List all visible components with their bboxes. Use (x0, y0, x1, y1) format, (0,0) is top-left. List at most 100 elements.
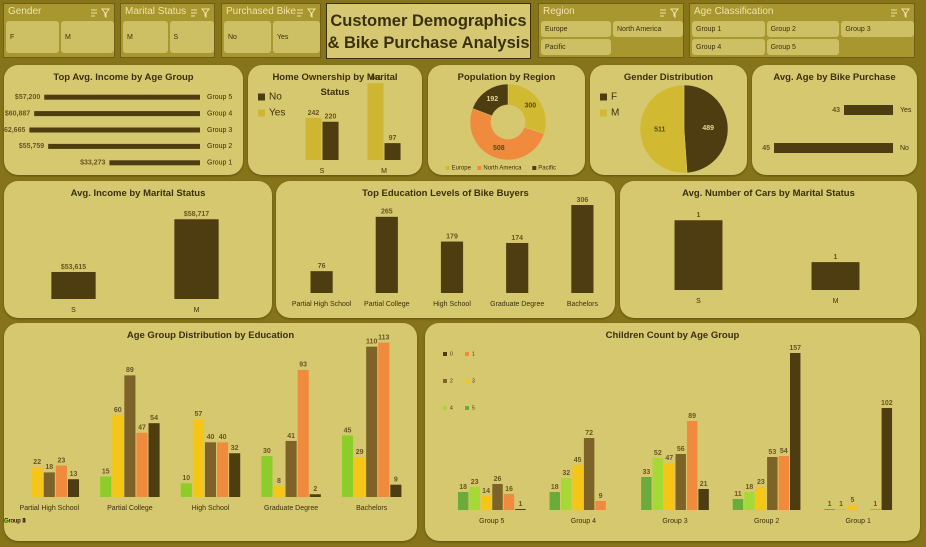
data-label: 113 (378, 334, 389, 341)
chart-panel: 300 508 192 Europe North America Pacific Popul… (428, 65, 585, 175)
data-label: 29 (356, 449, 364, 456)
x-tick-label: M (194, 307, 200, 314)
bar (44, 94, 200, 100)
bar (43, 472, 55, 497)
chart-panel: Group 5 $57,200 Group 4 $60,887 Group 3 $62,6… (4, 65, 243, 175)
data-label: 21 (700, 481, 708, 488)
data-label: 30 (263, 448, 271, 455)
data-label: 14 (482, 488, 490, 495)
data-label: $58,717 (184, 211, 209, 218)
slicer: Purchased Bike No Yes (221, 3, 321, 58)
bar (112, 415, 124, 497)
slicer-icon[interactable] (901, 8, 910, 18)
data-label: 54 (150, 415, 158, 422)
bar (305, 117, 322, 160)
slicer-item[interactable]: Pacific (541, 39, 611, 55)
legend-label: 4 (450, 405, 453, 411)
data-label: $62,665 (4, 127, 25, 134)
bar (378, 342, 390, 497)
data-label: 192 (487, 96, 499, 103)
bar (480, 496, 492, 510)
slicer-icon[interactable] (191, 9, 197, 17)
chart: 300 508 192 Europe North America Pacific (445, 83, 556, 172)
bar (440, 241, 464, 293)
slicer-icon[interactable] (101, 8, 110, 18)
data-label: 300 (524, 103, 536, 110)
x-tick-label: S (696, 298, 701, 305)
slicer-item[interactable]: M (61, 21, 114, 53)
data-label: 45 (762, 145, 770, 152)
chart-title: Avg. Income by Marital Status (70, 188, 206, 199)
slicer-item[interactable]: Group 4 (692, 39, 765, 55)
chart-title: Gender Distribution (623, 72, 714, 83)
bar (29, 127, 201, 133)
bar (561, 478, 572, 510)
slicer-item[interactable]: Group 2 (766, 21, 840, 37)
bar (847, 505, 858, 510)
legend-swatch (443, 379, 447, 383)
bar (109, 160, 200, 166)
slicer-icon[interactable] (297, 9, 303, 17)
slicer-icon[interactable] (91, 9, 97, 17)
slicer-header: Age Classification (694, 6, 774, 17)
data-label: 54 (780, 448, 788, 455)
x-tick-label: S (320, 168, 325, 175)
bar (811, 262, 860, 290)
y-tick-label: Group 5 (207, 94, 232, 101)
data-label: 47 (665, 455, 673, 462)
data-label: $57,200 (15, 94, 40, 101)
slicer: Marital Status M S (120, 3, 215, 58)
legend-swatch (445, 166, 450, 170)
legend-label: 3 (472, 378, 475, 384)
data-label: 41 (287, 433, 295, 440)
x-tick-label: M (833, 298, 839, 305)
data-label: 8 (277, 478, 281, 485)
slicer-item[interactable]: M (123, 21, 168, 53)
chart-title: Children Count by Age Group (605, 330, 740, 341)
x-tick-label: Group 3 (662, 518, 687, 525)
x-tick-label: M (381, 168, 387, 175)
bar (174, 219, 219, 299)
legend-swatch (600, 109, 607, 117)
slicer-icon[interactable] (891, 9, 897, 17)
data-label: 47 (138, 425, 146, 432)
slicer-header: Purchased Bike (226, 6, 297, 17)
slicer-item[interactable]: F (6, 21, 59, 53)
chart-title: Avg. Number of Cars by Marital Status (682, 188, 855, 199)
slicer-icon[interactable] (201, 8, 210, 18)
bar (34, 111, 201, 117)
data-label: 10 (182, 475, 190, 482)
data-label: 22 (33, 459, 41, 466)
bar (354, 457, 366, 497)
slicer-icon[interactable] (307, 8, 316, 18)
slicer-item[interactable]: Europe (541, 21, 611, 37)
slicer-item[interactable]: S (169, 21, 214, 53)
slicer-item[interactable]: Group 5 (766, 39, 840, 55)
x-tick-label: High School (192, 505, 230, 512)
data-label: 57 (195, 411, 203, 418)
data-label: 32 (562, 470, 570, 477)
x-tick-label: Group 4 (571, 518, 596, 525)
legend-label: M (611, 108, 619, 119)
slicer-item[interactable]: Group 1 (692, 21, 765, 37)
slicer-item[interactable]: North America (613, 21, 683, 37)
bar (31, 466, 43, 497)
legend-label: Group 1 (4, 519, 26, 525)
data-label: 40 (207, 434, 215, 441)
slicer-icon[interactable] (660, 9, 666, 17)
data-label: 45 (344, 427, 352, 434)
bar (375, 216, 398, 293)
pie-slice (639, 84, 688, 174)
chart: S 1 M 1 (674, 212, 860, 305)
chart-panel: Partial High School 13 23 18 22 Partial Colle… (4, 323, 417, 541)
x-tick-label: Graduate Degree (264, 505, 318, 512)
slicer-icon[interactable] (670, 8, 679, 18)
slicer-item[interactable]: Group 3 (841, 21, 914, 37)
legend-swatch (532, 166, 537, 170)
slicer-item[interactable]: No (224, 21, 271, 53)
slicer: Gender F M (3, 3, 115, 58)
bar (192, 419, 204, 497)
slicer-item[interactable]: Yes (273, 21, 320, 53)
data-label: 23 (471, 479, 479, 486)
